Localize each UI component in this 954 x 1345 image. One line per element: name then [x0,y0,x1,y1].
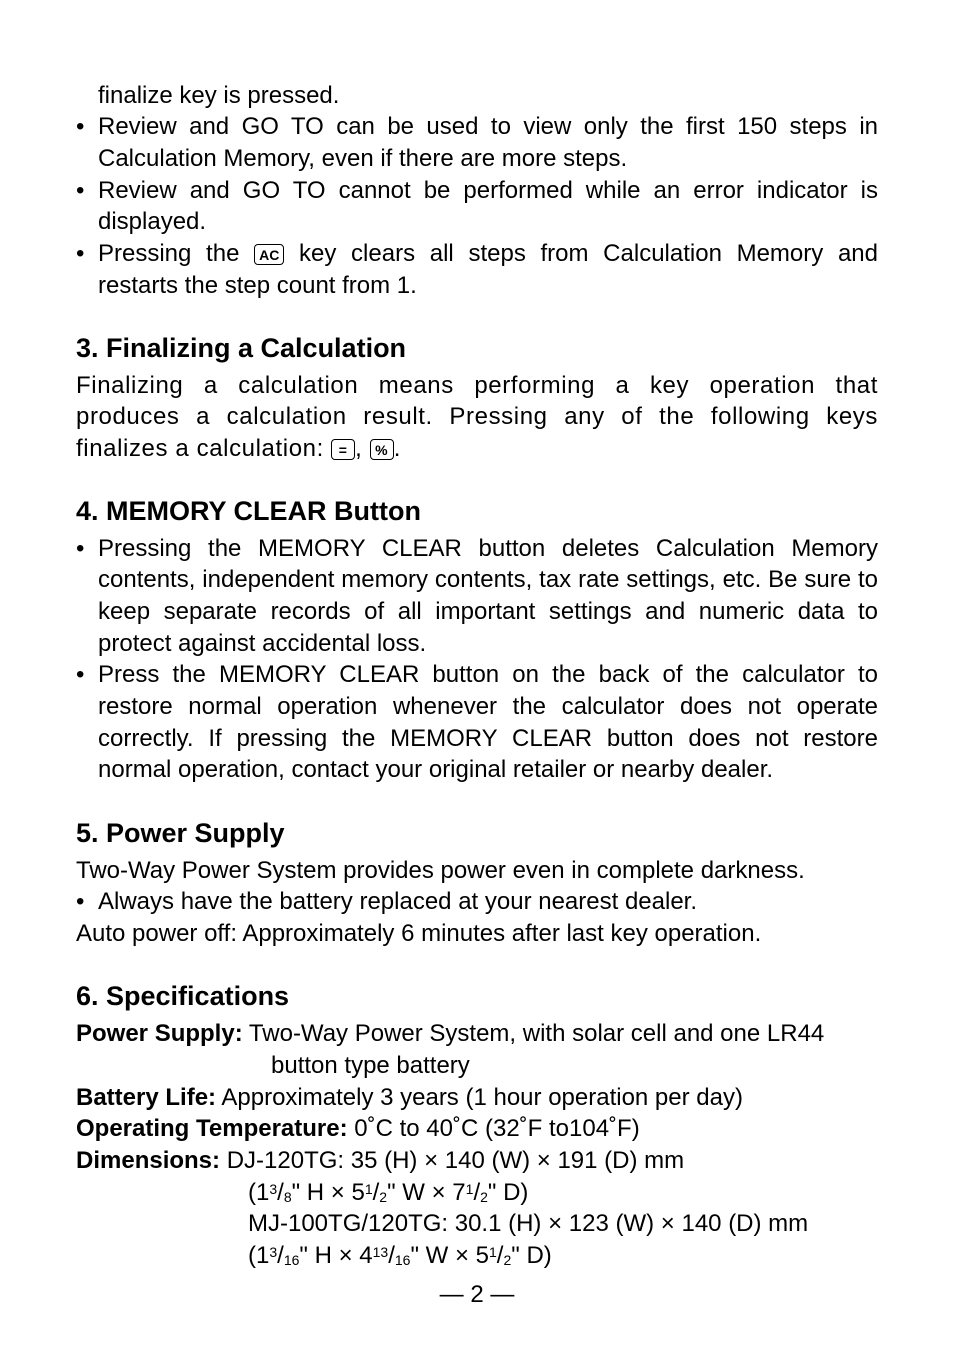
section-5-heading: 5. Power Supply [76,818,878,849]
percent-key-icon: % [370,439,394,460]
frac-n: 3 [269,1181,277,1197]
sec5-bullet-text: Always have the battery replaced at your… [98,886,878,918]
frac-d: 2 [480,1189,488,1205]
intro-bullet-3-text: Pressing the AC key clears all steps fro… [98,238,878,301]
sec5-line-2: Auto power off: Approximately 6 minutes … [76,918,878,949]
bullet-dot-icon: • [76,659,98,786]
intro-ac-post-l1: key clears all steps from Calculation Me… [284,240,878,267]
bullet-dot-icon: • [76,533,98,660]
sec5-line-1: Two-Way Power System provides power even… [76,855,878,886]
intro-bullet-1-text: Review and GO TO can be used to view onl… [98,111,878,174]
spec-temp-val: 0˚C to 40˚C (32˚F to104˚F) [348,1115,640,1142]
intro-ac-post-l2: restarts the step count from 1. [98,272,417,299]
spec-power-line2: button type battery [76,1050,878,1082]
spec-dim-mj-imperial: (13/16" H × 413/16" W × 51/2" D) [76,1240,878,1272]
spec-temp: Operating Temperature: 0˚C to 40˚C (32˚F… [76,1113,878,1145]
section-3-heading: 3. Finalizing a Calculation [76,333,878,364]
sec4-bullet-1-text: Pressing the MEMORY CLEAR button deletes… [98,533,878,660]
sec4-bullet-2: • Press the MEMORY CLEAR button on the b… [76,659,878,786]
spec-temp-label: Operating Temperature: [76,1115,348,1142]
bullet-dot-icon: • [76,886,98,918]
frac-n: 1 [365,1181,373,1197]
sec3-line-3: finalizes a calculation: =, %. [76,435,401,462]
spec-power-line1: Power Supply: Two-Way Power System, with… [76,1018,878,1050]
spec-dim-dj: Dimensions: DJ-120TG: 35 (H) × 140 (W) ×… [76,1145,878,1177]
spec-dim-mj: MJ-100TG/120TG: 30.1 (H) × 123 (W) × 140… [76,1208,878,1240]
frac-n: 13 [373,1244,389,1260]
spec-power-label: Power Supply: [76,1020,243,1047]
frac-n: 1 [466,1181,474,1197]
spec-dim-label: Dimensions: [76,1147,220,1174]
spec-power-val1: Two-Way Power System, with solar cell an… [243,1020,825,1047]
intro-bullet-3: • Pressing the AC key clears all steps f… [76,238,878,301]
spec-dim-dj-val: DJ-120TG: 35 (H) × 140 (W) × 191 (D) mm [220,1147,684,1174]
intro-bullet-1: • Review and GO TO can be used to view o… [76,111,878,174]
sec3-line-2: produces a calculation result. Pressing … [76,401,878,432]
bullet-dot-icon: • [76,238,98,301]
ac-key-icon: AC [254,244,284,265]
sec4-bullet-2-text: Press the MEMORY CLEAR button on the bac… [98,659,878,786]
spec-battery-label: Battery Life: [76,1084,216,1111]
intro-continuation: finalize key is pressed. [76,80,878,111]
sec3-line-1: Finalizing a calculation means performin… [76,370,878,401]
frac-d: 16 [395,1252,411,1268]
frac-n: 3 [269,1244,277,1260]
frac-d: 2 [379,1189,387,1205]
section-6-heading: 6. Specifications [76,981,878,1012]
sec4-bullet-1: • Pressing the MEMORY CLEAR button delet… [76,533,878,660]
frac-d: 8 [284,1189,292,1205]
section-4-heading: 4. MEMORY CLEAR Button [76,496,878,527]
intro-bullet-2-text: Review and GO TO cannot be performed whi… [98,175,878,238]
intro-ac-pre: Pressing the [98,240,254,267]
sec5-bullet: • Always have the battery replaced at yo… [76,886,878,918]
intro-bullet-2: • Review and GO TO cannot be performed w… [76,175,878,238]
page-number: — 2 — [0,1281,954,1309]
bullet-dot-icon: • [76,111,98,174]
spec-battery: Battery Life: Approximately 3 years (1 h… [76,1082,878,1114]
sec3-post: . [394,435,401,462]
spec-dim-dj-imperial: (13/8" H × 51/2" W × 71/2" D) [76,1177,878,1209]
spec-battery-val: Approximately 3 years (1 hour operation … [216,1084,743,1111]
bullet-dot-icon: • [76,175,98,238]
equals-key-icon: = [331,439,355,460]
key-separator: , [355,435,370,462]
frac-n: 1 [489,1244,497,1260]
manual-page: finalize key is pressed. • Review and GO… [0,0,954,1345]
frac-d: 16 [284,1252,300,1268]
section-3-body: Finalizing a calculation means performin… [76,370,878,464]
frac-d: 2 [503,1252,511,1268]
